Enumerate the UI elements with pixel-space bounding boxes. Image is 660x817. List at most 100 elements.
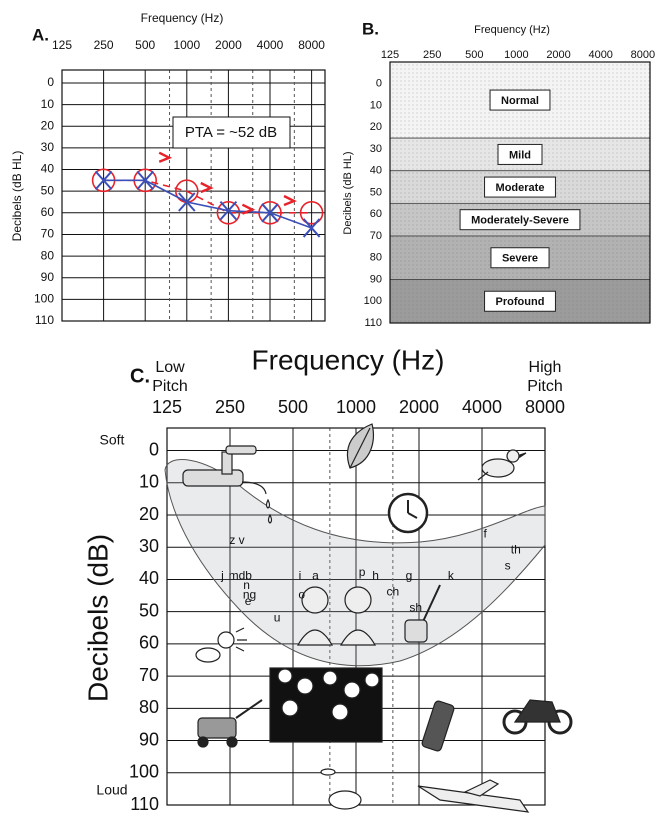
y-tick-label: 100: [364, 295, 382, 307]
clock-icon: [387, 492, 429, 534]
marker: [299, 201, 324, 225]
y-tick-label: 0: [47, 75, 54, 89]
soft-label: Soft: [100, 432, 125, 448]
y-tick-label: 20: [139, 504, 159, 524]
high-pitch-label: Pitch: [527, 378, 563, 395]
y-tick-label: 60: [41, 205, 55, 219]
high-pitch-label: High: [529, 359, 562, 376]
lawnmower-icon: [197, 699, 263, 748]
x-tick-label: 8000: [525, 397, 565, 417]
x-tick-label: 250: [423, 49, 441, 61]
x-tick-label: 500: [135, 38, 155, 52]
x-tick-label: 125: [152, 397, 182, 417]
speech-sound: a: [312, 568, 319, 582]
y-axis-title: Decibels (dB HL): [10, 151, 24, 242]
x-tick-label: 125: [381, 49, 399, 61]
x-axis-title: Frequency (Hz): [474, 24, 550, 36]
y-tick-label: 50: [370, 186, 382, 198]
x-tick-label: 8000: [631, 49, 655, 61]
x-tick-label: 500: [465, 49, 483, 61]
y-tick-label: 60: [370, 208, 382, 220]
x-tick-label: 2000: [399, 397, 439, 417]
series-line: [103, 179, 312, 214]
band-label-box: [459, 209, 581, 231]
speech-sound: h: [372, 568, 379, 582]
x-tick-label: 250: [94, 38, 114, 52]
speech-sound: z v: [229, 533, 244, 547]
y-tick-label: 110: [130, 794, 159, 814]
phone-icon: [421, 700, 455, 752]
y-tick-label: 50: [41, 183, 55, 197]
speech-sound: sh: [409, 601, 422, 615]
x-tick-label: 8000: [298, 38, 325, 52]
y-axis-title: Decibels (dB HL): [342, 151, 354, 234]
speech-sound: e: [245, 594, 252, 608]
speech-sound: o: [298, 588, 305, 602]
band-label-box: [484, 290, 556, 312]
panel-title: C.: [130, 365, 150, 387]
leaf-icon: [346, 423, 374, 469]
icons: [182, 423, 573, 813]
series-line: [103, 179, 312, 229]
x-tick-label: 125: [52, 38, 72, 52]
marker: [200, 181, 214, 194]
y-tick-label: 30: [41, 140, 55, 154]
y-tick-label: 20: [41, 118, 55, 132]
x-tick-label: 1000: [173, 38, 200, 52]
talking-people-icon: [296, 586, 377, 646]
y-tick-label: 100: [129, 762, 159, 782]
band-label-box: [490, 247, 550, 269]
y-tick-label: 30: [139, 536, 159, 556]
speech-sound: p: [359, 565, 366, 579]
motorcycle-icon: [502, 699, 573, 735]
y-tick-label: 110: [364, 317, 382, 329]
y-tick-label: 70: [139, 665, 159, 685]
x-tick-label: 4000: [588, 49, 612, 61]
speech-sound: u: [274, 610, 281, 624]
marker: [219, 200, 238, 221]
dog-icon: [195, 627, 247, 663]
y-tick-label: 90: [370, 273, 382, 285]
speech-banana: [164, 459, 546, 667]
band-label: Moderately-Severe: [471, 215, 569, 227]
plot-frame: [61, 69, 326, 322]
marker: [216, 201, 241, 225]
annotation-box: PTA = ~52 dB: [172, 116, 291, 149]
band-label-box: [484, 176, 556, 198]
annotation: PTA = ~52 dB: [185, 124, 277, 141]
crowd-icon: [269, 667, 383, 743]
marker: [261, 203, 279, 223]
band-label-box: [489, 89, 551, 111]
y-tick-label: 70: [370, 230, 382, 242]
y-tick-label: 110: [35, 313, 54, 327]
y-tick-label: 70: [41, 227, 55, 241]
bird-icon: [477, 449, 527, 481]
marker: [136, 170, 154, 191]
y-tick-label: 10: [41, 97, 55, 111]
speech-sound: n: [243, 578, 250, 592]
loud-label: Loud: [96, 782, 127, 798]
x-tick-label: 4000: [257, 38, 284, 52]
band-label: Normal: [501, 95, 539, 107]
speech-sound: i: [299, 568, 302, 582]
band-label: Severe: [502, 253, 538, 265]
faucet-icon: [182, 445, 273, 524]
x-tick-label: 2000: [215, 38, 242, 52]
marker: [302, 218, 321, 238]
y-tick-label: 30: [370, 143, 382, 155]
y-tick-label: 100: [34, 292, 54, 306]
y-tick-label: 40: [139, 568, 159, 588]
vacuum-icon: [404, 584, 441, 643]
speech-sound: mdb: [229, 568, 253, 582]
drums-icon: [320, 768, 362, 810]
x-tick-label: 250: [215, 397, 245, 417]
speech-sound: g: [406, 568, 413, 582]
airplane-icon: [417, 779, 530, 813]
panel-title: A.: [32, 25, 49, 44]
band-label: Mild: [509, 149, 531, 161]
marker: [94, 170, 113, 191]
speech-sound: f: [483, 527, 487, 541]
y-tick-label: 40: [41, 162, 55, 176]
speech-sound: j: [220, 568, 224, 582]
